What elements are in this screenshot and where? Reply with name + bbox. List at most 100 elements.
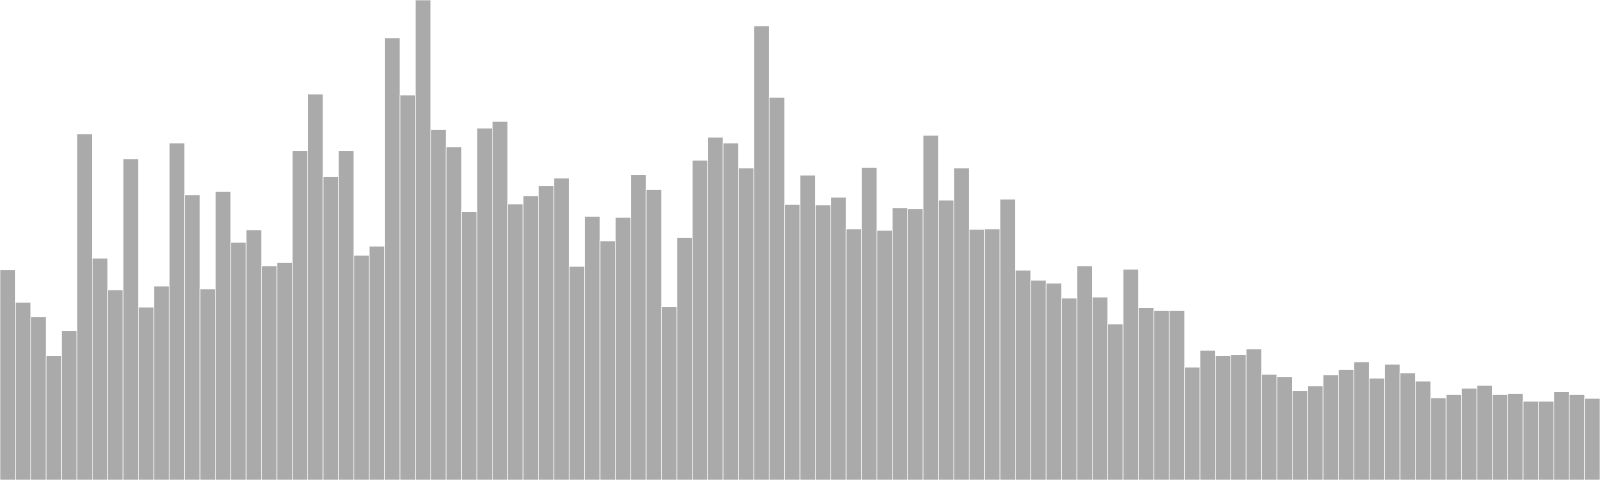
bar-75: [1138, 307, 1155, 480]
bar-5: [61, 330, 78, 480]
bar-24: [353, 255, 370, 480]
bar-88: [1338, 369, 1355, 480]
bar-69: [1045, 282, 1062, 480]
bar-20: [292, 150, 308, 480]
bar-10: [138, 306, 155, 480]
bar-14: [199, 288, 216, 480]
bar-29: [430, 129, 447, 480]
bar-90: [1368, 377, 1385, 480]
bar-3: [30, 316, 47, 480]
bar-31: [461, 211, 478, 480]
bar-103: [1568, 394, 1585, 480]
bar-96: [1461, 388, 1478, 480]
bar-21: [307, 93, 324, 480]
bar-8: [107, 289, 124, 480]
bar-28: [415, 0, 432, 480]
bar-15: [215, 191, 232, 480]
bar-70: [1061, 297, 1078, 480]
bar-74: [1122, 268, 1139, 480]
bar-48: [722, 142, 739, 480]
bar-76: [1153, 310, 1170, 480]
bar-89: [1353, 361, 1370, 480]
bar-1: [0, 269, 16, 480]
bar-101: [1538, 400, 1555, 480]
bar-104: [1584, 398, 1600, 480]
bar-54: [815, 204, 832, 480]
bar-6: [76, 133, 93, 480]
bar-44: [661, 306, 678, 480]
bar-27: [399, 94, 416, 480]
bar-25: [368, 245, 385, 480]
bar-33: [492, 121, 508, 480]
bar-43: [645, 189, 662, 480]
bar-77: [1168, 310, 1185, 480]
bar-49: [738, 167, 755, 480]
bar-9: [122, 158, 139, 480]
bar-16: [230, 242, 247, 480]
bar-82: [1245, 348, 1262, 480]
bar-50: [753, 25, 770, 480]
bar-93: [1415, 380, 1432, 480]
bar-32: [476, 127, 493, 480]
bar-2: [15, 302, 32, 480]
bar-63: [953, 167, 970, 480]
bar-62: [938, 199, 955, 480]
bar-92: [1399, 372, 1416, 480]
bar-18: [261, 265, 278, 480]
bar-99: [1507, 393, 1524, 480]
bar-35: [522, 195, 539, 480]
bar-67: [1015, 269, 1032, 480]
bar-46: [692, 160, 708, 480]
bar-41: [615, 217, 632, 480]
bar-71: [1076, 265, 1093, 480]
bar-94: [1430, 397, 1447, 480]
bar-12: [168, 142, 185, 480]
bar-26: [384, 37, 401, 480]
bar-56: [845, 228, 862, 480]
bar-91: [1384, 364, 1401, 480]
bar-37: [553, 177, 570, 480]
bar-52: [784, 204, 801, 480]
bar-81: [1230, 354, 1247, 480]
bar-102: [1553, 391, 1570, 480]
bar-47: [707, 136, 724, 480]
bar-86: [1307, 385, 1324, 480]
bar-60: [907, 208, 924, 480]
bar-19: [276, 262, 293, 480]
bar-80: [1215, 355, 1232, 480]
bar-39: [584, 216, 601, 480]
bar-23: [338, 150, 355, 480]
bar-13: [184, 194, 201, 480]
bar-83: [1261, 374, 1278, 480]
bar-4: [45, 355, 62, 480]
bar-58: [876, 230, 893, 480]
bar-51: [768, 97, 785, 480]
bar-97: [1476, 385, 1493, 480]
bar-64: [968, 229, 985, 480]
bar-45: [676, 237, 693, 480]
bar-61: [922, 135, 939, 480]
bar-17: [245, 229, 262, 480]
bar-73: [1107, 323, 1124, 480]
bar-87: [1322, 374, 1339, 480]
bar-68: [1030, 280, 1047, 480]
bar-98: [1492, 394, 1508, 480]
bar-53: [799, 174, 816, 480]
bar-40: [599, 240, 616, 480]
bar-85: [1292, 390, 1308, 480]
bar-78: [1184, 366, 1201, 480]
bar-95: [1445, 394, 1462, 480]
bar-7: [92, 257, 108, 480]
bar-55: [830, 196, 847, 480]
bar-22: [322, 176, 339, 480]
bar-57: [861, 167, 878, 480]
bar-38: [568, 266, 585, 480]
bar-42: [630, 174, 647, 480]
bar-79: [1199, 350, 1216, 480]
bar-59: [892, 207, 908, 480]
bar-34: [507, 203, 524, 480]
bar-72: [1092, 296, 1108, 480]
bar-36: [538, 185, 555, 480]
